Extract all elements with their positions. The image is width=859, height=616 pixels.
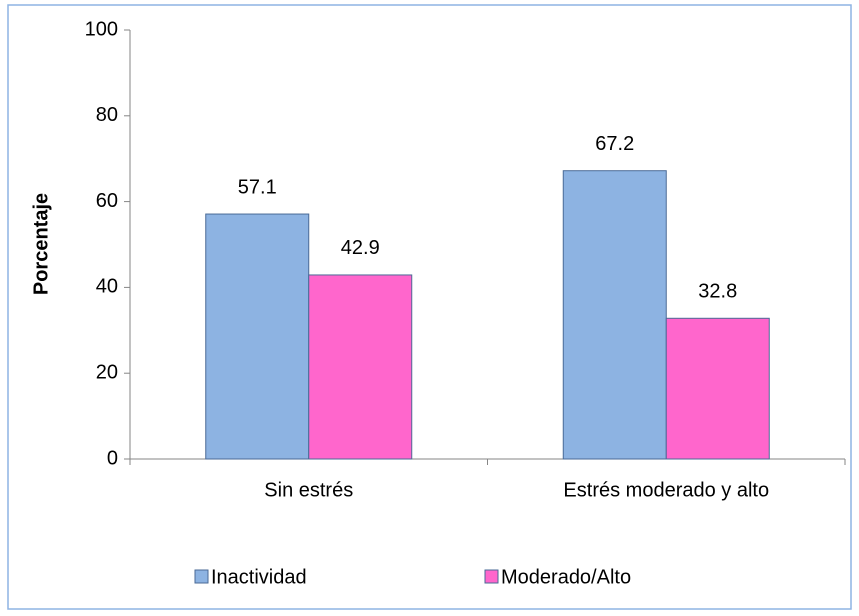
value-label: 32.8: [698, 281, 737, 303]
legend-swatch: [194, 569, 209, 584]
y-tick-label: 60: [96, 190, 118, 212]
bar: [562, 170, 667, 460]
y-tick-label: 20: [96, 361, 118, 383]
legend-swatch: [484, 569, 499, 584]
x-tick-label: Sin estrés: [264, 479, 353, 501]
bar: [665, 317, 770, 460]
y-tick-label: 80: [96, 104, 118, 126]
y-tick-label: 100: [85, 18, 118, 40]
value-label: 42.9: [341, 237, 380, 259]
legend-label: Inactividad: [211, 566, 307, 588]
bar: [308, 274, 413, 460]
x-tick-label: Estrés moderado y alto: [563, 479, 769, 501]
value-label: 67.2: [595, 133, 634, 155]
chart-border: [7, 4, 852, 610]
legend-label: Moderado/Alto: [501, 566, 631, 588]
y-tick-label: 0: [107, 447, 118, 469]
y-tick-label: 40: [96, 276, 118, 298]
value-label: 57.1: [238, 176, 277, 198]
y-axis-label: Porcentaje: [30, 193, 52, 295]
bar: [205, 213, 310, 460]
